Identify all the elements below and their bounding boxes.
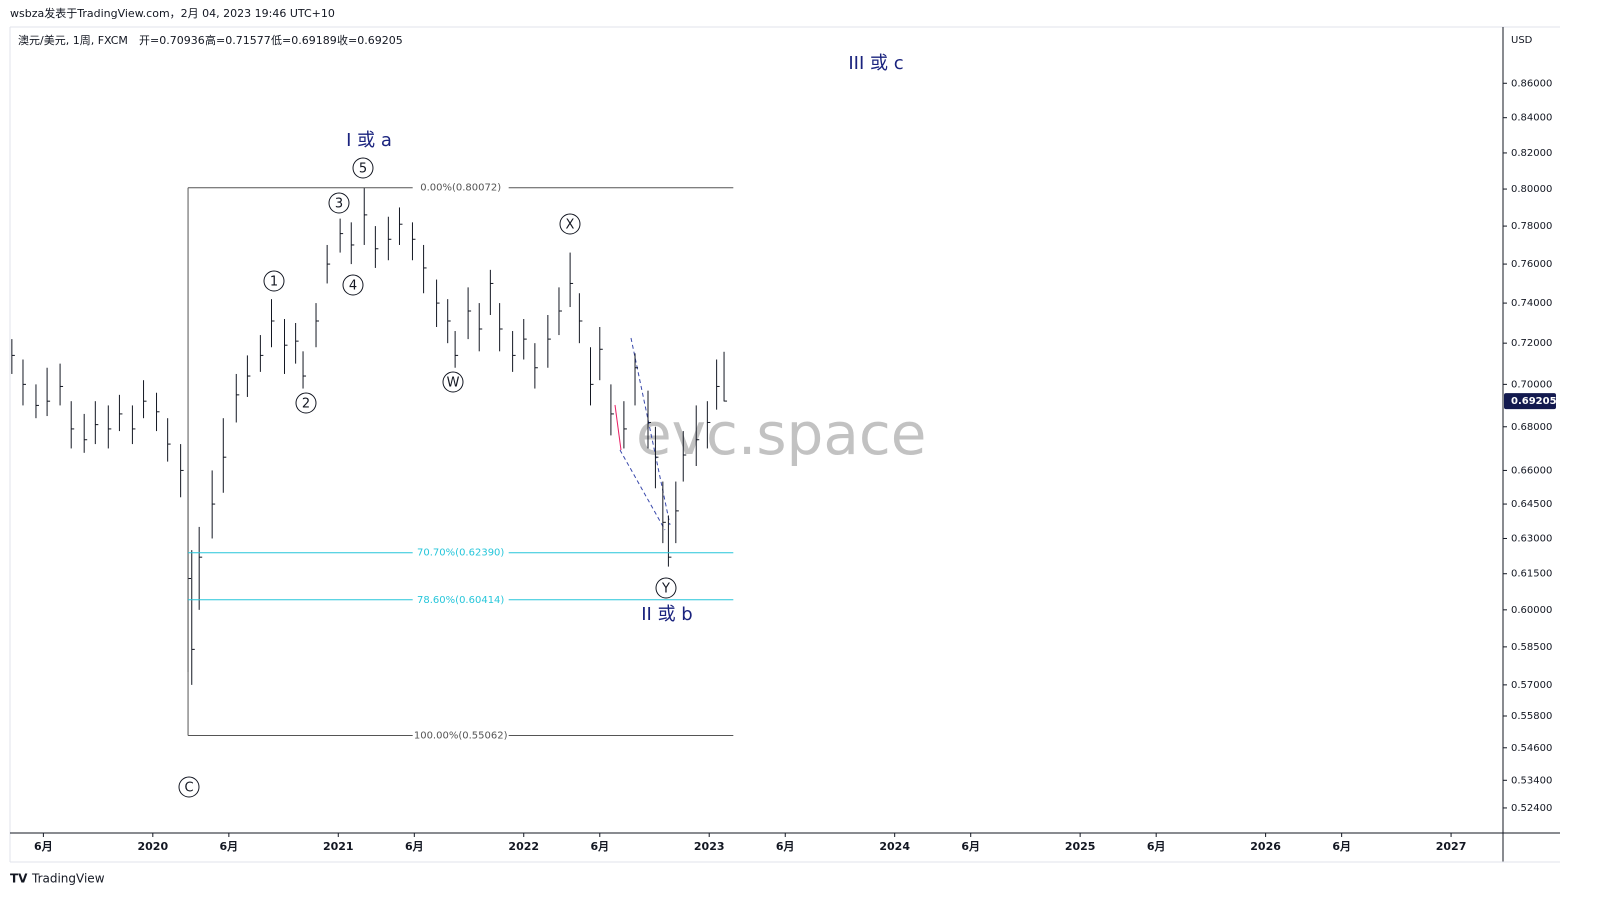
x-tick-label: 2020 [137, 840, 168, 853]
y-tick-label: 0.63000 [1511, 533, 1552, 544]
y-tick-label: 0.58500 [1511, 642, 1552, 653]
x-tick-label: 2025 [1065, 840, 1096, 853]
byline: wsbza发表于TradingView.com，2月 04, 2023 19:4… [10, 6, 335, 20]
x-tick-label: 2023 [694, 840, 725, 853]
red-line [614, 404, 622, 451]
price-tag [1504, 393, 1556, 410]
svg-text:𝗧𝗩: 𝗧𝗩 [10, 872, 28, 886]
x-tick-label: 2026 [1250, 840, 1281, 853]
x-tick-label: 2027 [1436, 840, 1467, 853]
wave-circle [328, 192, 350, 214]
wave-annotation: I 或 a [346, 130, 392, 151]
fib-label-bg [412, 180, 509, 195]
y-tick-label: 0.53400 [1511, 775, 1552, 786]
wave-label: Y [661, 582, 670, 597]
y-tick-label: 0.61500 [1511, 569, 1552, 580]
x-tick-label: 6月 [776, 840, 795, 853]
y-tick-label: 0.55800 [1511, 711, 1552, 722]
fib-label-bg [412, 728, 509, 743]
x-tick-label: 6月 [405, 840, 424, 853]
fib-label-bg [412, 545, 509, 560]
symbol: 澳元/美元, 1周, FXCM [18, 34, 128, 47]
x-tick-label: 6月 [34, 840, 53, 853]
y-tick-label: 0.54600 [1511, 743, 1552, 754]
wave-circle [178, 776, 200, 798]
price-tag-label: 0.69205 [1511, 396, 1557, 407]
y-tick-label: 0.52400 [1511, 803, 1552, 814]
wave-label: 2 [302, 397, 310, 412]
fib-label-bg [412, 592, 509, 607]
y-tick-label: 0.66000 [1511, 465, 1552, 476]
y-tick-label: 0.57000 [1511, 680, 1552, 691]
wave-circle [442, 371, 464, 393]
wave-label: W [447, 376, 460, 391]
currency: USD [1511, 35, 1533, 46]
ohlc-close: 收=0.69205 [337, 33, 403, 47]
y-tick-label: 0.82000 [1511, 148, 1552, 159]
x-tick-label: 2022 [508, 840, 539, 853]
wave-label: 1 [270, 275, 278, 290]
wave-circle [559, 213, 581, 235]
fib-label: 70.70%(0.62390) [417, 548, 504, 559]
y-tick-label: 0.68000 [1511, 422, 1552, 433]
y-tick-label: 0.60000 [1511, 605, 1552, 616]
wave-label: 3 [335, 197, 343, 212]
y-tick-label: 0.64500 [1511, 499, 1552, 510]
wave-label: C [184, 781, 193, 796]
x-tick-label: 6月 [590, 840, 609, 853]
ohlc-high: 高=0.71577 [205, 33, 271, 47]
footer: TradingView [31, 872, 105, 886]
y-tick-label: 0.78000 [1511, 221, 1552, 232]
fib-label: 100.00%(0.55062) [414, 730, 508, 741]
x-tick-label: 2021 [323, 840, 354, 853]
watermark: evc.space [636, 400, 926, 468]
y-tick-label: 0.86000 [1511, 78, 1552, 89]
wave-label: 5 [359, 162, 367, 177]
dashed-line [630, 337, 671, 526]
y-tick-label: 0.72000 [1511, 338, 1552, 349]
wave-label: X [566, 218, 575, 233]
ohlc-open: 开=0.70936 [139, 34, 205, 47]
y-tick-label: 0.74000 [1511, 298, 1552, 309]
logo: 𝗧𝗩 [10, 872, 28, 886]
wave-label: 4 [349, 279, 357, 294]
y-tick-label: 0.84000 [1511, 113, 1552, 124]
fib-label: 0.00%(0.80072) [420, 183, 501, 194]
x-tick-label: 6月 [220, 840, 239, 853]
fib-label: 78.60%(0.60414) [417, 595, 504, 606]
y-tick-label: 0.80000 [1511, 184, 1552, 195]
wave-circle [295, 392, 317, 414]
x-tick-label: 6月 [961, 840, 980, 853]
dashed-line [619, 449, 666, 531]
wave-circle [263, 270, 285, 292]
wave-circle [655, 577, 677, 599]
x-tick-label: 6月 [1147, 840, 1166, 853]
y-tick-label: 0.70000 [1511, 379, 1552, 390]
wave-annotation: III 或 c [848, 53, 903, 74]
y-tick-label: 0.76000 [1511, 259, 1552, 270]
x-tick-label: 2024 [879, 840, 910, 853]
wave-circle [342, 274, 364, 296]
ohlc-low: 低=0.69189 [271, 34, 337, 47]
x-tick-label: 6月 [1332, 840, 1351, 853]
wave-annotation: II 或 b [641, 604, 693, 625]
wave-circle [352, 157, 374, 179]
